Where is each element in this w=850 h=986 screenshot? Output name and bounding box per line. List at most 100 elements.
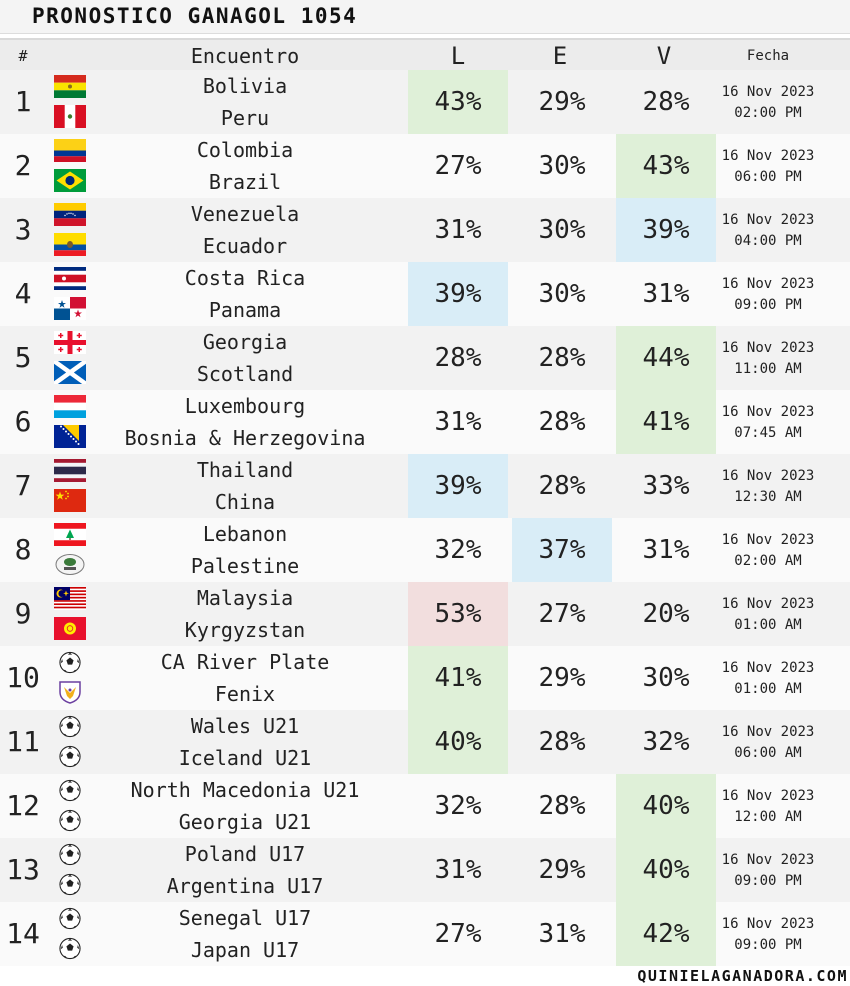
table-row: 5 Georgia Scotland 28% 28% 44% 16 Nov 2023 11:0… bbox=[0, 326, 850, 390]
visitor-percent: 39% bbox=[616, 198, 716, 262]
draw-percent: 29% bbox=[538, 855, 586, 885]
title-bar: PRONOSTICO GANAGOL 1054 bbox=[0, 0, 850, 34]
match-time: 09:00 PM bbox=[734, 297, 802, 313]
home-team: Colombia bbox=[196, 138, 294, 162]
match-time: 01:00 AM bbox=[734, 681, 802, 697]
home-team: Poland U17 bbox=[184, 842, 306, 866]
local-percent: 31% bbox=[434, 215, 482, 245]
away-team: Fenix bbox=[214, 682, 276, 706]
match-number: 12 bbox=[6, 789, 40, 822]
visitor-percent: 31% bbox=[642, 279, 690, 309]
panama-flag bbox=[54, 297, 86, 320]
site-footer: QUINIELAGANADORA.COM bbox=[637, 967, 848, 985]
match-number: 5 bbox=[14, 341, 32, 374]
visitor-percent: 32% bbox=[642, 727, 690, 757]
scotland-flag bbox=[54, 361, 86, 384]
local-percent: 31% bbox=[434, 855, 482, 885]
home-team: North Macedonia U21 bbox=[130, 778, 360, 802]
match-time: 09:00 PM bbox=[734, 873, 802, 889]
local-percent: 53% bbox=[408, 582, 508, 646]
table-row: 14 Senegal U17 Japan U17 27% 31% 42% 16 Nov 20… bbox=[0, 902, 850, 966]
away-team: China bbox=[214, 490, 276, 514]
local-percent: 40% bbox=[408, 710, 508, 774]
match-number: 11 bbox=[6, 725, 40, 758]
match-number: 2 bbox=[14, 149, 32, 182]
draw-percent: 28% bbox=[538, 727, 586, 757]
table-row: 1 Bolivia Peru 43% 29% 28% 16 Nov 2023 02:00 PM bbox=[0, 70, 850, 134]
away-team: Argentina U17 bbox=[166, 874, 324, 898]
match-number: 6 bbox=[14, 405, 32, 438]
local-percent: 32% bbox=[434, 535, 482, 565]
visitor-percent: 41% bbox=[616, 390, 716, 454]
draw-percent: 31% bbox=[538, 919, 586, 949]
match-date: 16 Nov 2023 bbox=[721, 916, 815, 932]
draw-percent: 29% bbox=[538, 663, 586, 693]
table-row: 8 Lebanon Palestine 32% 37% 31% 16 Nov 2023 02:… bbox=[0, 518, 850, 582]
match-date: 16 Nov 2023 bbox=[721, 852, 815, 868]
match-time: 01:00 AM bbox=[734, 617, 802, 633]
draw-percent: 28% bbox=[538, 471, 586, 501]
away-team: Kyrgyzstan bbox=[184, 618, 306, 642]
home-team: Bolivia bbox=[202, 74, 288, 98]
match-date: 16 Nov 2023 bbox=[721, 596, 815, 612]
colombia-flag bbox=[54, 139, 86, 162]
soccer-ball-icon bbox=[54, 745, 86, 768]
home-team: Luxembourg bbox=[184, 394, 306, 418]
table-header: # Encuentro L E V Fecha bbox=[0, 38, 850, 72]
match-number: 9 bbox=[14, 597, 32, 630]
visitor-percent: 20% bbox=[642, 599, 690, 629]
header-number: # bbox=[18, 47, 28, 65]
visitor-percent: 42% bbox=[616, 902, 716, 966]
match-date: 16 Nov 2023 bbox=[721, 212, 815, 228]
draw-percent: 30% bbox=[538, 215, 586, 245]
brazil-flag bbox=[54, 169, 86, 192]
away-team: Ecuador bbox=[202, 234, 288, 258]
draw-percent: 28% bbox=[538, 343, 586, 373]
soccer-ball-icon bbox=[54, 907, 86, 930]
match-date: 16 Nov 2023 bbox=[721, 532, 815, 548]
table-row: 4 Costa Rica Panama 39% 30% 31% 16 Nov 2023 09:… bbox=[0, 262, 850, 326]
header-fecha: Fecha bbox=[746, 48, 790, 64]
visitor-percent: 40% bbox=[616, 774, 716, 838]
table-row: 10 CA River Plate Fenix 41% 29% 30% 16 Nov 202… bbox=[0, 646, 850, 710]
away-team: Brazil bbox=[208, 170, 282, 194]
away-team: Japan U17 bbox=[190, 938, 300, 962]
visitor-percent: 33% bbox=[642, 471, 690, 501]
match-date: 16 Nov 2023 bbox=[721, 404, 815, 420]
table-row: 3 Venezuela Ecuador 31% 30% 39% 16 Nov 2023 04:… bbox=[0, 198, 850, 262]
home-team: Wales U21 bbox=[190, 714, 300, 738]
match-time: 09:00 PM bbox=[734, 937, 802, 953]
match-number: 7 bbox=[14, 469, 32, 502]
match-date: 16 Nov 2023 bbox=[721, 788, 815, 804]
home-team: Venezuela bbox=[190, 202, 300, 226]
bolivia-flag bbox=[54, 75, 86, 98]
luxembourg-flag bbox=[54, 395, 86, 418]
local-percent: 27% bbox=[434, 919, 482, 949]
visitor-percent: 28% bbox=[642, 87, 690, 117]
table-row: 6 Luxembourg Bosnia & Herzegovina 31% 28% 41%… bbox=[0, 390, 850, 454]
table-row: 9 Malaysia Kyrgyzstan 53% 27% 20% 16 Nov 2023 0… bbox=[0, 582, 850, 646]
table-row: 12 North Macedonia U21 Georgia U21 32% 28% 40… bbox=[0, 774, 850, 838]
away-team: Peru bbox=[220, 106, 270, 130]
draw-percent: 27% bbox=[538, 599, 586, 629]
match-number: 14 bbox=[6, 917, 40, 950]
local-percent: 27% bbox=[434, 151, 482, 181]
match-date: 16 Nov 2023 bbox=[721, 84, 815, 100]
fenix-crest bbox=[54, 681, 86, 704]
home-team: Thailand bbox=[196, 458, 294, 482]
peru-flag bbox=[54, 105, 86, 128]
away-team: Scotland bbox=[196, 362, 294, 386]
match-time: 11:00 AM bbox=[734, 361, 802, 377]
match-time: 04:00 PM bbox=[734, 233, 802, 249]
header-empate: E bbox=[552, 42, 568, 70]
local-percent: 43% bbox=[408, 70, 508, 134]
visitor-percent: 44% bbox=[616, 326, 716, 390]
away-team: Bosnia & Herzegovina bbox=[124, 426, 366, 450]
away-team: Panama bbox=[208, 298, 282, 322]
home-team: Georgia bbox=[202, 330, 288, 354]
soccer-ball-icon bbox=[54, 937, 86, 960]
visitor-percent: 40% bbox=[616, 838, 716, 902]
local-percent: 39% bbox=[408, 454, 508, 518]
match-date: 16 Nov 2023 bbox=[721, 660, 815, 676]
away-team: Georgia U21 bbox=[178, 810, 312, 834]
